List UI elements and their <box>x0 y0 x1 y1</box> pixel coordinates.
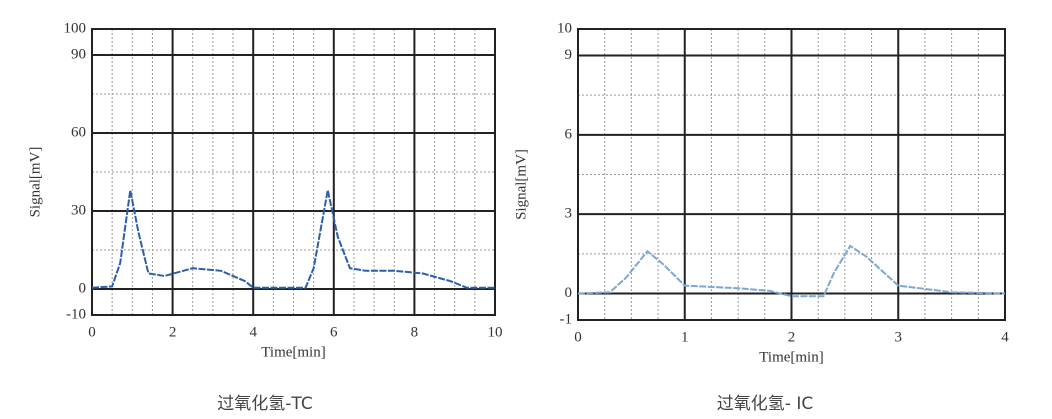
y-tick-label: -10 <box>66 306 86 322</box>
x-tick-label: 4 <box>249 324 257 340</box>
y-tick-label: -1 <box>560 311 573 327</box>
y-tick-label: 10 <box>557 20 572 36</box>
plot-frame <box>91 28 496 316</box>
data-line <box>577 244 1006 298</box>
y-tick-label: 0 <box>79 280 87 296</box>
x-axis-label: Time[min] <box>759 349 823 365</box>
y-tick-label: 60 <box>71 124 86 140</box>
plot-frame <box>577 28 1006 321</box>
y-axis-label: Signal[mV] <box>513 149 529 220</box>
x-tick-label: 1 <box>681 329 689 345</box>
x-tick-label: 8 <box>411 324 419 340</box>
chart-caption: 过氧化氢-TC <box>217 394 312 414</box>
x-tick-label: 10 <box>488 324 503 340</box>
chart-caption: 过氧化氢- IC <box>717 394 813 414</box>
y-tick-label: 3 <box>565 206 573 222</box>
data-line <box>91 189 495 289</box>
x-tick-label: 0 <box>88 324 96 340</box>
y-axis-label: Signal[mV] <box>27 147 43 218</box>
x-tick-label: 3 <box>895 329 903 345</box>
y-tick-label: 6 <box>565 126 573 142</box>
y-tick-label: 90 <box>71 46 86 62</box>
y-tick-label: 0 <box>565 285 573 301</box>
x-tick-label: 2 <box>169 324 177 340</box>
y-tick-label: 100 <box>64 20 87 36</box>
x-tick-label: 6 <box>330 324 338 340</box>
x-tick-label: 0 <box>574 329 582 345</box>
y-tick-label: 9 <box>565 47 573 63</box>
x-tick-label: 4 <box>1001 329 1009 345</box>
y-tick-label: 30 <box>71 202 86 218</box>
x-axis-label: Time[min] <box>261 344 325 360</box>
x-tick-label: 2 <box>788 329 796 345</box>
